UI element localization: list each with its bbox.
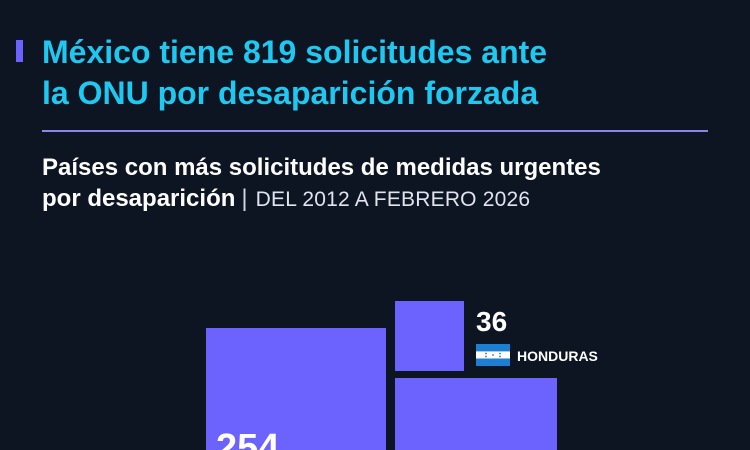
flag-stripe-bottom (476, 358, 510, 366)
subtitle-line-2: por desaparición | DEL 2012 A FEBRERO 2026 (42, 183, 732, 215)
treemap-tile-unlabeled (395, 378, 557, 450)
honduras-flag-icon (476, 344, 510, 366)
subtitle: Países con más solicitudes de medidas ur… (42, 152, 732, 215)
flag-star (485, 355, 487, 358)
tile-label-honduras: HONDURAS (517, 348, 598, 364)
subtitle-separator: | (241, 185, 248, 212)
subtitle-line-2-text: por desaparición (42, 185, 236, 212)
treemap-tile-honduras (395, 301, 464, 371)
flag-star (492, 354, 494, 356)
tile-value-254: 254 (216, 427, 279, 450)
headline-line-1: México tiene 819 solicitudes ante (42, 34, 548, 70)
flag-stars (485, 352, 501, 358)
treemap-tile-254 (206, 328, 386, 450)
tile-value-honduras: 36 (476, 306, 507, 337)
flag-star (499, 355, 501, 358)
headline-line-2: la ONU por desaparición forzada (42, 75, 539, 111)
flag-star (499, 352, 501, 355)
headline: México tiene 819 solicitudes ante la ONU… (42, 32, 732, 114)
flag-star (485, 352, 487, 355)
flag-stripe-top (476, 344, 510, 352)
subtitle-line-1: Países con más solicitudes de medidas ur… (42, 154, 601, 181)
divider (42, 130, 708, 132)
date-range: DEL 2012 A FEBRERO 2026 (255, 188, 531, 211)
accent-bar (16, 40, 23, 62)
